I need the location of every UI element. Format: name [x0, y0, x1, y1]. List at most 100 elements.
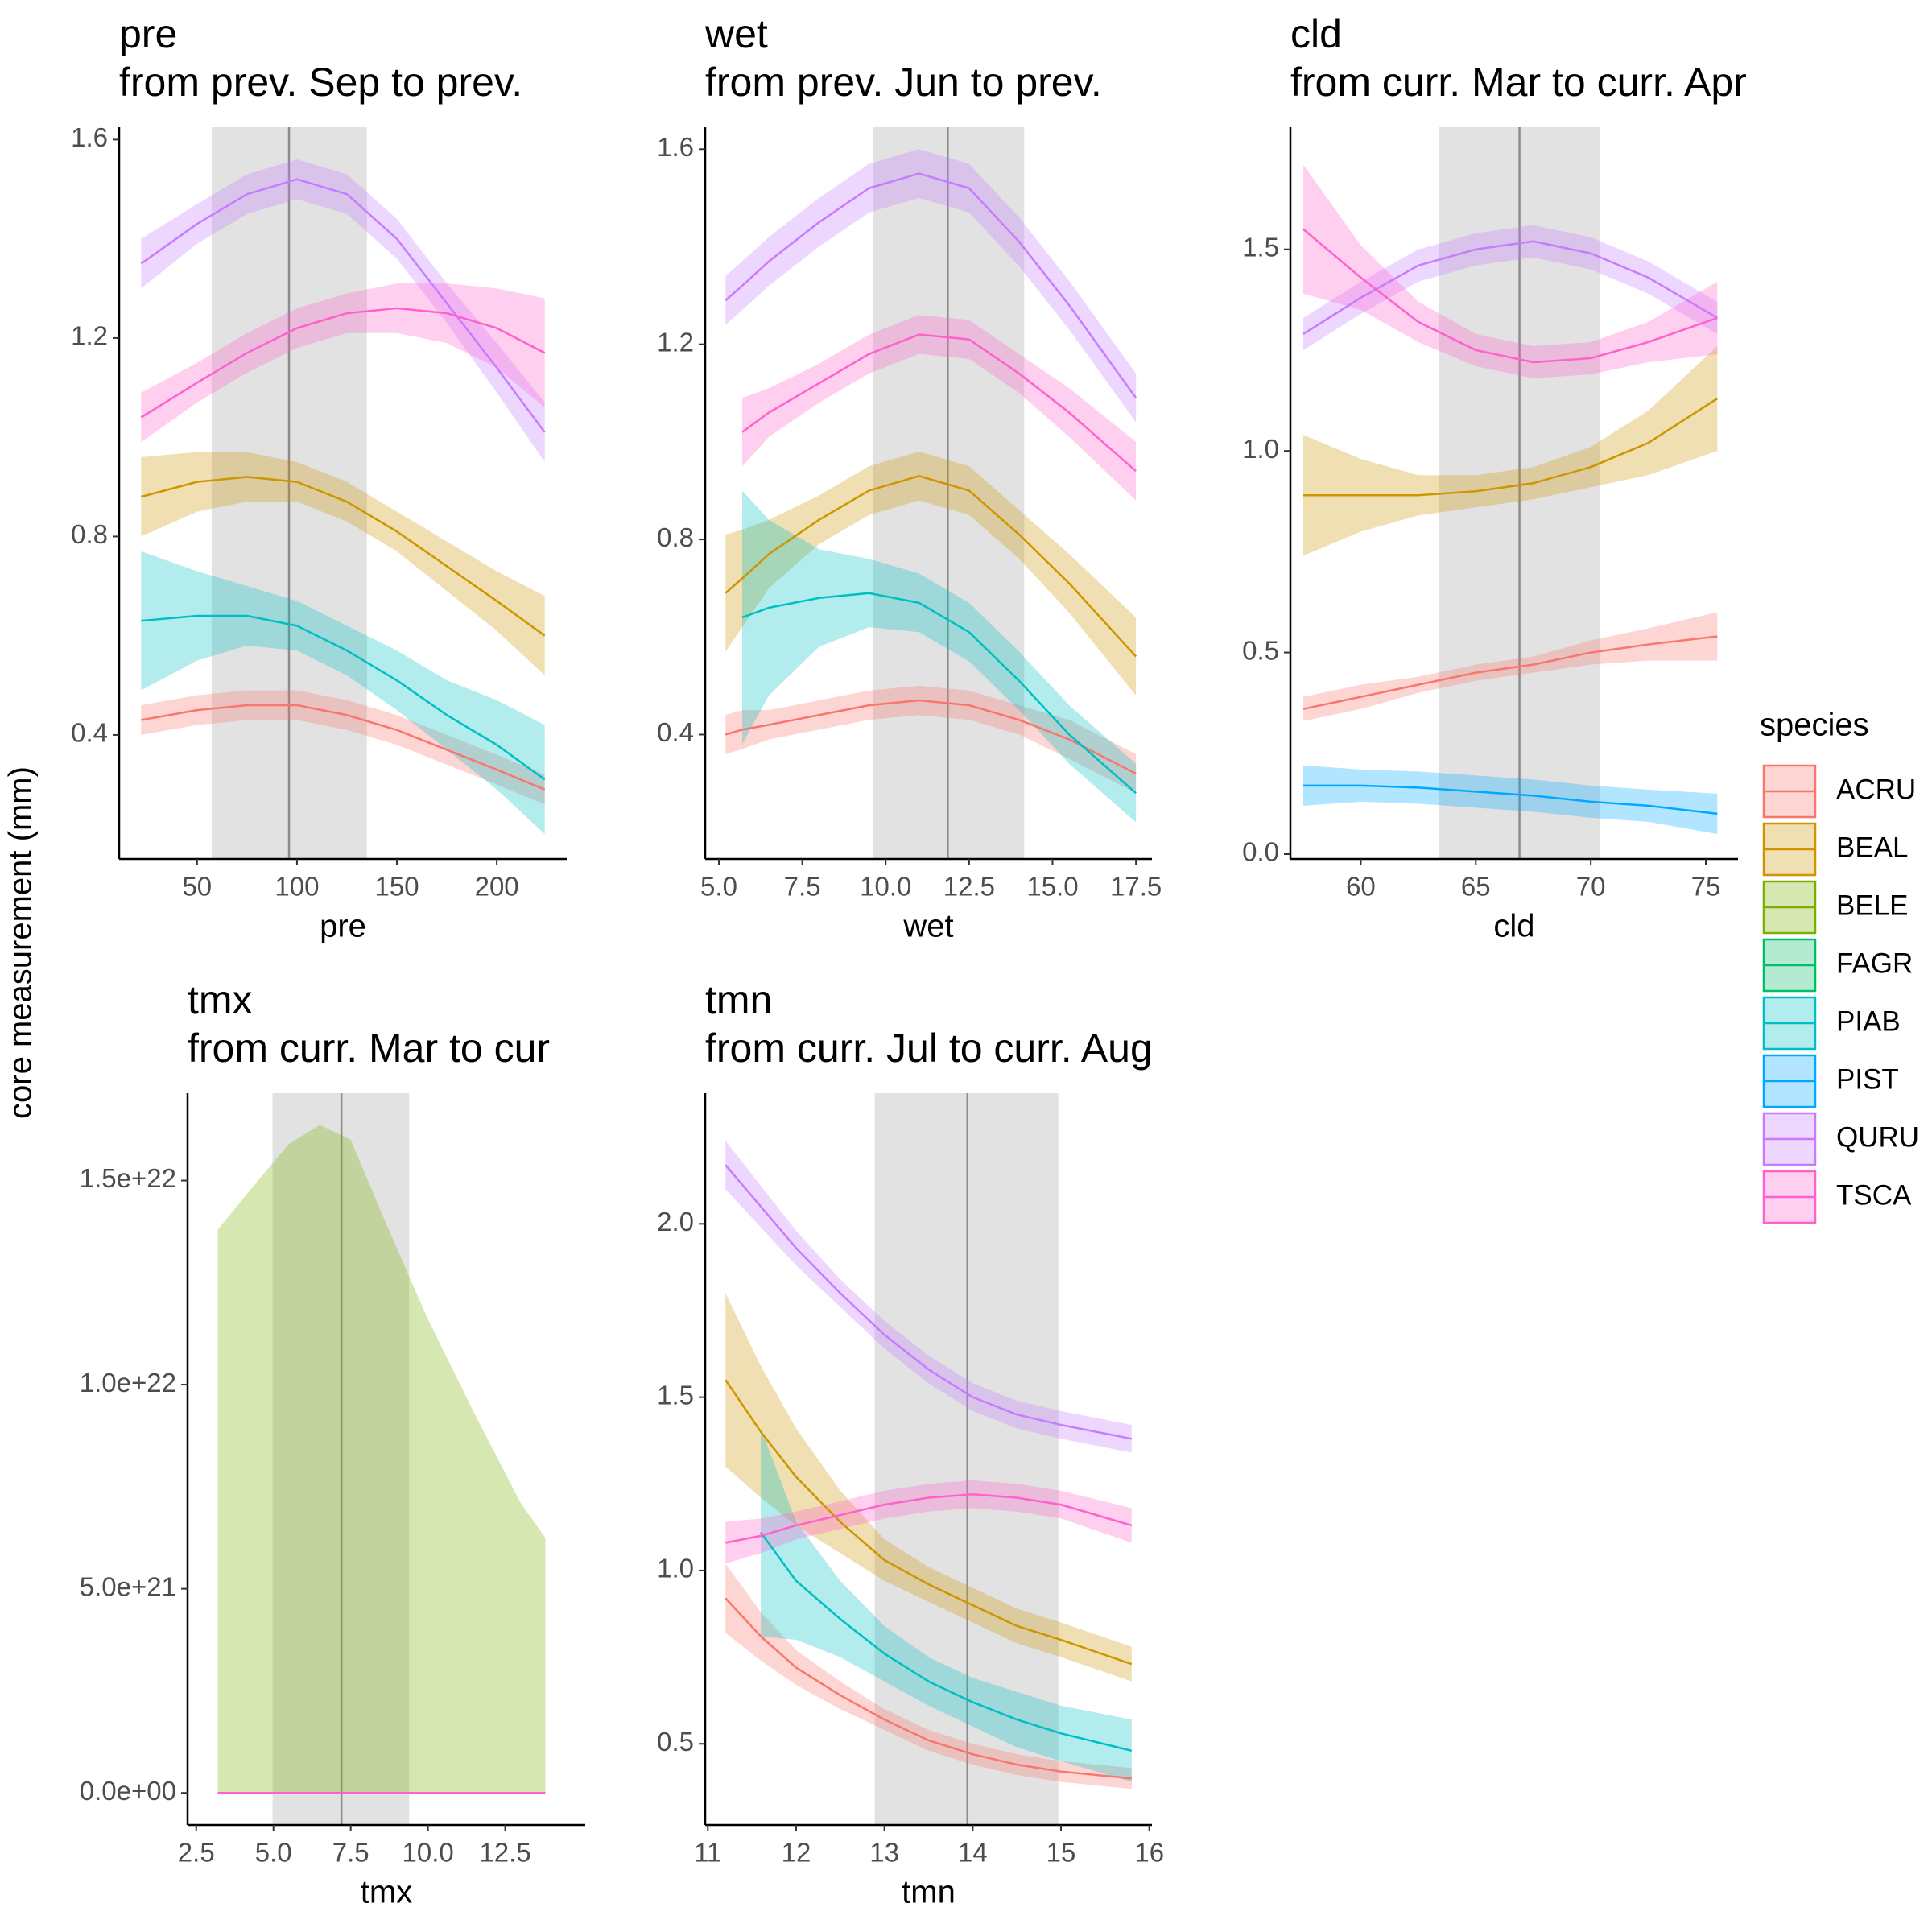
confidence-band — [1303, 225, 1718, 350]
panel-subtitle: from curr. Mar to cur — [188, 1026, 550, 1071]
y-tick-label: 0.0 — [1242, 837, 1279, 867]
y-tick-label: 0.8 — [71, 519, 108, 549]
legend-title: species — [1760, 708, 1869, 743]
confidence-band — [742, 490, 1137, 823]
panel-title: cld — [1290, 11, 1342, 56]
y-tick-label: 1.5e+22 — [80, 1163, 176, 1193]
x-tick-label: 100 — [275, 872, 319, 902]
legend-label: ACRU — [1836, 774, 1916, 805]
x-tick-label: 7.5 — [332, 1838, 369, 1868]
panel: 0.4 0.8 1.2 1.6 5.0 7.5 10.0 12.5 15.0 17.5 wet wet… — [657, 11, 1162, 943]
y-tick-label: 1.0e+22 — [80, 1368, 176, 1397]
confidence-band — [725, 149, 1137, 423]
x-tick-label: 150 — [374, 872, 419, 902]
y-tick-label: 1.5 — [657, 1380, 694, 1410]
y-tick-label: 2.0 — [657, 1207, 694, 1236]
confidence-band — [1303, 765, 1718, 834]
x-tick-label: 14 — [958, 1838, 988, 1868]
x-axis-title: wet — [902, 909, 953, 944]
legend-label: PIAB — [1836, 1005, 1901, 1037]
series-line — [724, 1597, 1132, 1780]
x-tick-label: 50 — [182, 872, 212, 902]
panel: 0.0e+00 5.0e+21 1.0e+22 1.5e+22 2.5 5.0 7.5 10.… — [80, 977, 585, 1910]
panel-title: wet — [704, 11, 768, 56]
legend-label: BELE — [1836, 890, 1909, 921]
x-axis-title: pre — [320, 909, 366, 944]
legend-label: PIST — [1836, 1063, 1899, 1095]
confidence-band — [141, 452, 545, 675]
x-tick-label: 13 — [869, 1838, 899, 1868]
y-axis-title: core measurement (mm) — [3, 766, 39, 1119]
confidence-band — [141, 159, 545, 462]
x-tick-label: 60 — [1346, 872, 1376, 902]
series-line — [724, 475, 1137, 658]
x-tick-label: 10.0 — [402, 1838, 454, 1868]
series-line — [741, 333, 1137, 473]
x-tick-label: 16 — [1134, 1838, 1164, 1868]
y-tick-label: 1.2 — [71, 321, 108, 351]
x-tick-label: 7.5 — [784, 872, 821, 902]
y-tick-label: 1.5 — [1242, 232, 1279, 262]
y-tick-label: 1.0 — [657, 1554, 694, 1583]
series-line — [1303, 784, 1718, 815]
x-tick-label: 12.5 — [479, 1838, 530, 1868]
y-tick-label: 1.6 — [71, 122, 108, 152]
series-line — [1302, 240, 1718, 335]
legend-label: FAGR — [1836, 947, 1913, 979]
x-tick-label: 10.0 — [860, 872, 911, 902]
confidence-band — [725, 1563, 1132, 1790]
series-line — [724, 1164, 1133, 1440]
series-line — [141, 614, 546, 781]
x-tick-label: 2.5 — [178, 1838, 215, 1868]
panel-title: tmn — [705, 977, 772, 1022]
panel-subtitle: from prev. Jun to prev. — [705, 60, 1102, 105]
y-tick-label: 0.5 — [1242, 635, 1279, 665]
panel-title: pre — [119, 11, 177, 56]
x-axis-title: tmx — [361, 1875, 412, 1910]
series-line — [1302, 228, 1718, 364]
x-tick-label: 15.0 — [1026, 872, 1078, 902]
series-line — [724, 1379, 1133, 1666]
x-tick-label: 12 — [782, 1838, 811, 1868]
legend-label: BEAL — [1836, 832, 1909, 863]
series-line — [724, 699, 1137, 775]
confidence-band — [141, 551, 545, 835]
y-tick-label: 0.4 — [71, 718, 108, 748]
confidence-band — [725, 1140, 1132, 1453]
y-tick-label: 1.2 — [657, 327, 694, 357]
series-line — [140, 178, 546, 433]
confidence-band — [1303, 164, 1718, 379]
x-tick-label: 70 — [1576, 872, 1606, 902]
legend-label: QURU — [1836, 1121, 1919, 1153]
confidence-band — [141, 283, 545, 443]
series-line — [140, 476, 546, 637]
x-tick-label: 65 — [1461, 872, 1491, 902]
series-line — [1302, 635, 1718, 710]
x-tick-label: 17.5 — [1110, 872, 1162, 902]
y-tick-label: 0.5 — [657, 1727, 694, 1757]
x-tick-label: 5.0 — [255, 1838, 292, 1868]
panel-subtitle: from curr. Mar to curr. Apr — [1290, 60, 1747, 105]
x-tick-label: 200 — [475, 872, 519, 902]
series-line — [741, 592, 1137, 795]
y-tick-label: 0.0e+00 — [80, 1776, 176, 1806]
y-tick-label: 0.8 — [657, 522, 694, 552]
panel-subtitle: from prev. Sep to prev. — [119, 60, 522, 105]
series-line — [724, 172, 1137, 399]
confidence-band — [725, 1480, 1132, 1564]
x-tick-label: 75 — [1691, 872, 1721, 902]
legend-label: TSCA — [1836, 1179, 1912, 1211]
series-line — [141, 704, 546, 791]
x-tick-label: 11 — [694, 1838, 721, 1868]
confidence-band — [217, 1125, 546, 1794]
series-line — [760, 1531, 1133, 1752]
confidence-band — [742, 315, 1137, 501]
x-axis-title: tmn — [902, 1875, 956, 1910]
confidence-band — [761, 1428, 1132, 1782]
series-line — [724, 1492, 1133, 1544]
y-tick-label: 1.0 — [1242, 434, 1279, 464]
